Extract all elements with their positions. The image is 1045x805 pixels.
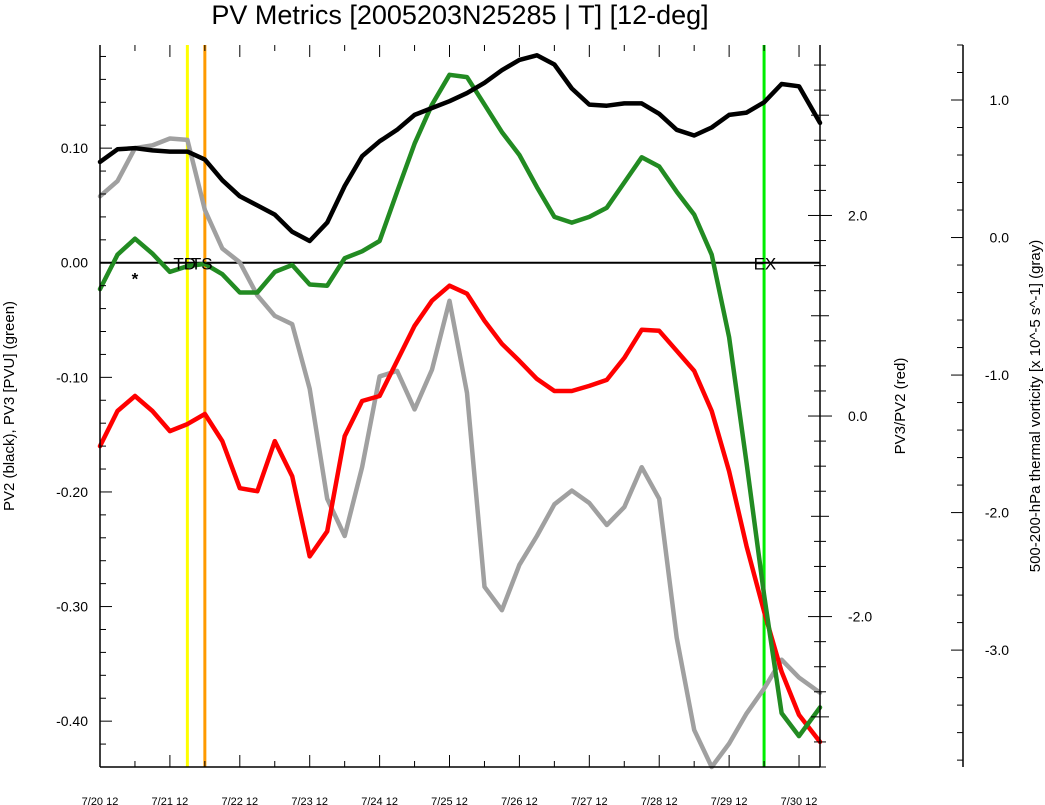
x-tick-label: 7/28 12 <box>641 796 678 805</box>
event-markers <box>185 45 766 767</box>
left-tick-label: -0.10 <box>56 369 88 385</box>
left-tick-label: -0.30 <box>56 599 88 615</box>
y-axis-right-label: 500-200-hPa thermal vorticity [x 10^-5 s… <box>1027 240 1044 573</box>
x-tick-label: 7/25 12 <box>431 796 468 805</box>
axes: 7/20 12 7/21 12 7/22 12 7/23 12 7/24 12 7/25 … <box>56 44 1010 805</box>
y-axis-middle-label: PV3/PV2 (red) <box>892 358 909 455</box>
middle-tick-label: 2.0 <box>848 207 868 223</box>
x-tick-label: 7/23 12 <box>291 796 328 805</box>
x-tick-label: 7/22 12 <box>221 796 258 805</box>
series-line <box>97 53 823 244</box>
x-tick-label: 7/29 12 <box>711 796 748 805</box>
left-tick-label: -0.40 <box>56 713 88 729</box>
left-tick-label: 0.10 <box>61 140 88 156</box>
genesis-marker: * <box>132 270 139 289</box>
series-line <box>97 72 823 739</box>
left-tick-label: 0.00 <box>61 255 88 271</box>
x-tick-label: 7/27 12 <box>571 796 608 805</box>
series-line <box>97 136 823 770</box>
x-tick-label: 7/20 12 <box>82 796 119 805</box>
stage-label: EX <box>754 255 777 274</box>
middle-tick-label: -2.0 <box>848 609 872 625</box>
middle-tick-label: 0.0 <box>848 408 868 424</box>
right-tick-label: -1.0 <box>985 367 1009 383</box>
right-tick-label: 1.0 <box>990 92 1010 108</box>
data-series <box>97 53 823 770</box>
stage-label: TS <box>191 255 213 274</box>
series-line <box>97 283 823 745</box>
left-tick-label: -0.20 <box>56 484 88 500</box>
right-tick-label: -3.0 <box>985 642 1009 658</box>
x-tick-label: 7/26 12 <box>501 796 538 805</box>
x-tick-label: 7/30 12 <box>781 796 818 805</box>
x-tick-label: 7/21 12 <box>152 796 189 805</box>
stage-label: TD <box>173 255 196 274</box>
x-tick-label: 7/24 12 <box>361 796 398 805</box>
y-axis-left-label: PV2 (black), PV3 [PVU] (green) <box>1 301 18 511</box>
right-tick-label: 0.0 <box>990 230 1010 246</box>
right-tick-label: -2.0 <box>985 505 1009 521</box>
chart-title: PV Metrics [2005203N25285 | T] [12-deg] <box>211 0 708 30</box>
